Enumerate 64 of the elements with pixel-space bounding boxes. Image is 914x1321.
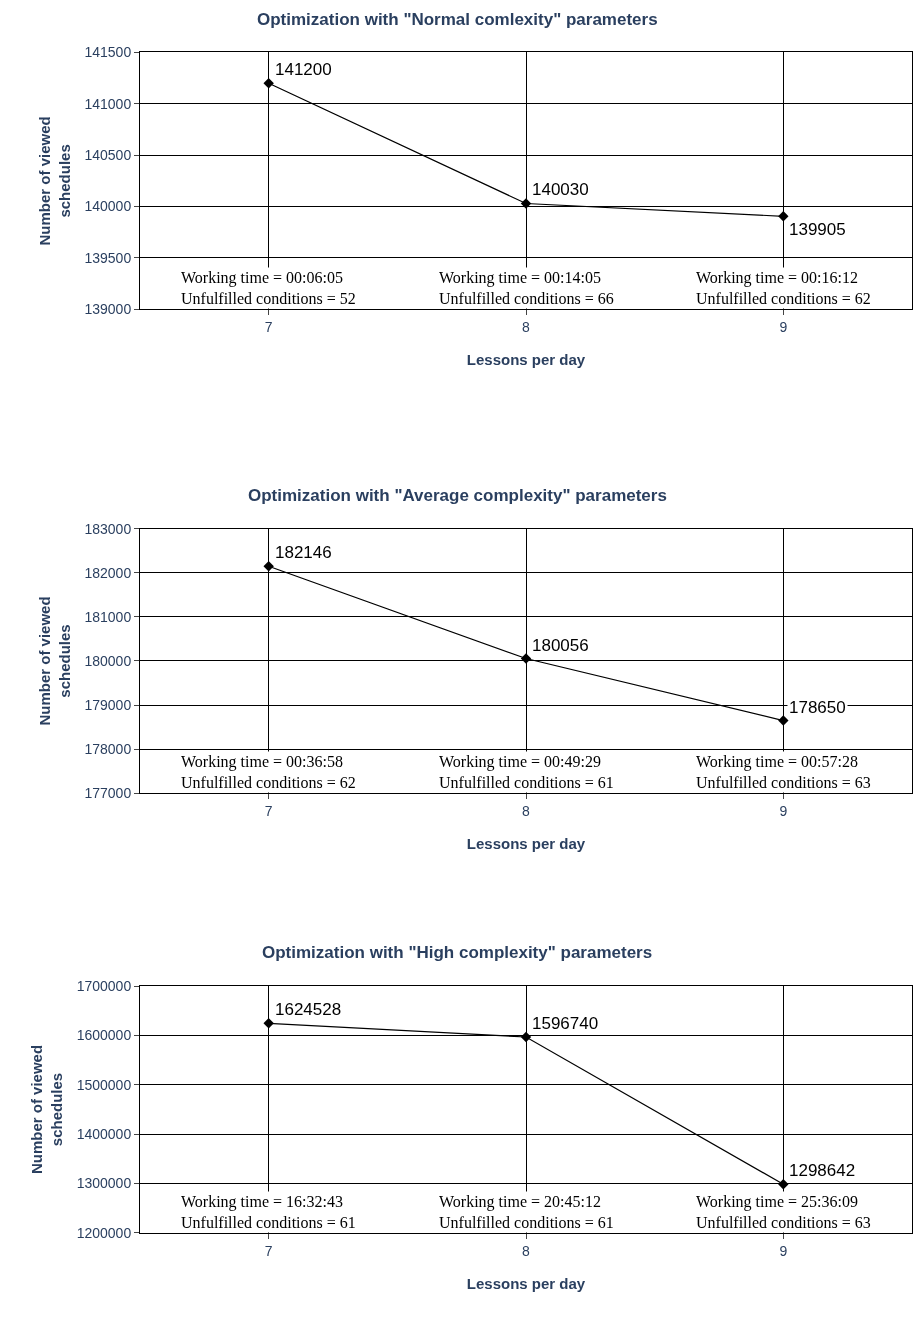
annotation: Working time = 00:06:05 Unfulfilled conditions = 52 [181,269,356,307]
x-tick-label: 7 [264,1242,273,1259]
y-axis-title: Number of viewed schedules [28,1044,65,1175]
y-tick-label: 1400000 [76,1126,132,1143]
x-tick-label: 8 [522,319,531,336]
data-label: 182146 [275,543,332,562]
chart-title: Optimization with "Normal comlexity" parameters [257,10,658,29]
data-label: 1596740 [532,1014,599,1033]
y-tick-label: 140500 [84,147,132,164]
annotation: Working time = 00:16:12 Unfulfilled conditions = 62 [696,269,871,307]
x-tick-label: 7 [264,319,273,336]
x-axis-title: Lessons per day [466,1274,586,1292]
y-tick-label: 139500 [84,249,132,266]
y-tick-label: 140000 [84,198,132,215]
y-tick-label: 180000 [84,652,132,669]
y-tick-label: 1200000 [76,1224,132,1241]
annotation: Working time = 00:36:58 Unfulfilled conditions = 62 [181,753,356,791]
y-tick-label: 141500 [84,44,132,61]
point [263,78,274,89]
x-axis-title: Lessons per day [466,835,586,853]
y-axis-title: Number of viewed schedules [36,596,73,726]
x-tick-label: 9 [779,1242,788,1259]
y-tick-label: 1600000 [76,1027,132,1044]
data-label: 180056 [532,636,589,655]
data-label: 140030 [532,180,589,199]
y-tick-label: 177000 [84,785,132,802]
y-tick-label: 181000 [84,608,132,625]
y-axis-title: Number of viewed schedules [36,116,73,246]
y-tick-label: 182000 [84,564,132,581]
point [263,1018,274,1029]
data-label: 178650 [789,698,846,717]
data-label: 141200 [275,60,332,79]
y-tick-label: 141000 [84,95,132,112]
point [778,1179,789,1190]
chart-title: Optimization with "Average complexity" parameters [248,486,667,505]
point [263,561,274,572]
point [520,198,532,209]
y-tick-label: 139000 [84,301,132,318]
x-tick-label: 9 [779,803,788,820]
y-tick-label: 183000 [84,520,132,537]
annotation: Working time = 25:36:09 Unfulfilled conditions = 63 [696,1193,871,1231]
y-tick-label: 179000 [84,697,132,714]
annotation: Working time = 00:49:29 Unfulfilled conditions = 61 [439,753,614,791]
point [778,715,789,726]
annotation: Working time = 16:32:43 Unfulfilled conditions = 61 [181,1193,356,1231]
annotation: Working time = 00:14:05 Unfulfilled conditions = 66 [439,269,614,307]
chart-title: Optimization with "High complexity" parameters [262,943,653,962]
x-tick-label: 7 [264,803,273,820]
x-axis-title: Lessons per day [466,351,586,369]
point [778,211,789,222]
point [520,1031,532,1043]
data-label: 139905 [789,220,846,239]
y-tick-label: 1500000 [76,1076,132,1093]
y-tick-label: 1300000 [76,1175,132,1192]
annotation: Working time = 00:57:28 Unfulfilled conditions = 63 [696,753,871,791]
x-tick-label: 8 [522,803,531,820]
y-tick-label: 178000 [84,741,132,758]
data-label: 1624528 [275,1000,342,1019]
x-tick-label: 9 [779,319,788,336]
data-label: 1298642 [789,1161,856,1180]
point [520,653,532,664]
x-tick-label: 8 [522,1242,531,1259]
annotation: Working time = 20:45:12 Unfulfilled conditions = 61 [439,1193,614,1231]
y-tick-label: 1700000 [76,977,132,994]
